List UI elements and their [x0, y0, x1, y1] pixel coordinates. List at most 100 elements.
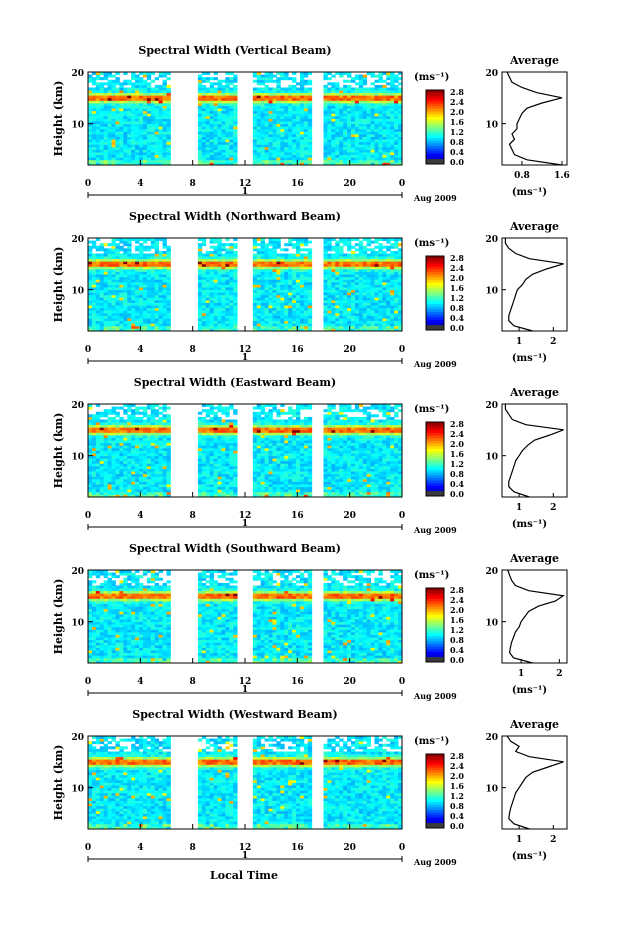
- heatmap-cell: [339, 137, 343, 140]
- heatmap-cell: [131, 264, 135, 267]
- heatmap-cell: [108, 471, 112, 474]
- heatmap-cell: [253, 108, 257, 111]
- heatmap-cell: [108, 137, 112, 140]
- heatmap-cell: [359, 277, 363, 280]
- heatmap-cell: [335, 287, 339, 290]
- heatmap-cell: [202, 160, 206, 163]
- heatmap-cell: [108, 297, 112, 300]
- heatmap-cell: [123, 279, 127, 282]
- heatmap-cell: [280, 111, 284, 114]
- heatmap-cell: [378, 285, 382, 288]
- heatmap-cell: [331, 116, 335, 119]
- heatmap-cell: [151, 108, 155, 111]
- heatmap-cell: [351, 256, 355, 259]
- heatmap-cell: [265, 292, 269, 295]
- heatmap-cell: [343, 279, 347, 282]
- heatmap-cell: [210, 261, 214, 264]
- heatmap-cell: [257, 285, 261, 288]
- heatmap-cell: [112, 264, 116, 267]
- heatmap-cell: [88, 417, 92, 420]
- heatmap-cell: [390, 269, 394, 272]
- heatmap-cell: [331, 246, 335, 249]
- heatmap-cell: [355, 305, 359, 308]
- heatmap-cell: [123, 100, 127, 103]
- heatmap-cell: [335, 95, 339, 98]
- heatmap-cell: [253, 155, 257, 158]
- heatmap-cell: [394, 326, 398, 329]
- heatmap-cell: [339, 326, 343, 329]
- heatmap-cell: [104, 282, 108, 285]
- heatmap-cell: [96, 116, 100, 119]
- heatmap-cell: [394, 134, 398, 137]
- heatmap-cell: [104, 137, 108, 140]
- heatmap-cell: [96, 119, 100, 122]
- colorbar-step: [426, 109, 444, 112]
- heatmap-cell: [139, 316, 143, 319]
- heatmap-cell: [324, 98, 328, 101]
- heatmap-cell: [386, 295, 390, 298]
- heatmap-cell: [284, 147, 288, 150]
- heatmap-cell: [198, 248, 202, 251]
- heatmap-cell: [210, 144, 214, 147]
- heatmap-cell: [135, 272, 139, 275]
- heatmap-cell: [155, 292, 159, 295]
- heatmap-cell: [147, 300, 151, 303]
- heatmap-cell: [292, 243, 296, 246]
- heatmap-cell: [351, 285, 355, 288]
- heatmap-cell: [292, 80, 296, 83]
- heatmap-cell: [343, 113, 347, 116]
- heatmap-cell: [339, 160, 343, 163]
- heatmap-cell: [143, 313, 147, 316]
- heatmap-cell: [284, 111, 288, 114]
- heatmap-cell: [119, 131, 123, 134]
- heatmap-cell: [218, 261, 222, 264]
- heatmap-cell: [324, 264, 328, 267]
- heatmap-cell: [115, 142, 119, 145]
- heatmap-cell: [253, 321, 257, 324]
- heatmap-cell: [300, 129, 304, 132]
- heatmap-cell: [159, 266, 163, 269]
- heatmap-cell: [135, 303, 139, 306]
- heatmap-cell: [304, 243, 308, 246]
- heatmap-cell: [375, 155, 379, 158]
- heatmap-cell: [359, 316, 363, 319]
- heatmap-cell: [115, 129, 119, 132]
- heatmap-cell: [382, 310, 386, 313]
- heatmap-cell: [375, 139, 379, 142]
- colorbar-step: [426, 159, 444, 162]
- heatmap-cell: [355, 295, 359, 298]
- heatmap-cell: [308, 126, 312, 129]
- heatmap-cell: [96, 147, 100, 150]
- heatmap-cell: [155, 272, 159, 275]
- heatmap-cell: [92, 303, 96, 306]
- heatmap-cell: [92, 466, 96, 469]
- colorbar-step: [426, 116, 444, 119]
- heatmap-cell: [214, 119, 218, 122]
- colorbar-step: [426, 127, 444, 130]
- heatmap-cell: [115, 420, 119, 423]
- heatmap-cell: [88, 248, 92, 251]
- heatmap-cell: [292, 126, 296, 129]
- heatmap-cell: [300, 297, 304, 300]
- heatmap-cell: [88, 476, 92, 479]
- heatmap-cell: [225, 121, 229, 124]
- heatmap-cell: [119, 316, 123, 319]
- heatmap-cell: [131, 287, 135, 290]
- heatmap-cell: [253, 256, 257, 259]
- heatmap-cell: [155, 316, 159, 319]
- heatmap-cell: [269, 274, 273, 277]
- heatmap-cell: [139, 90, 143, 93]
- heatmap-cell: [88, 147, 92, 150]
- heatmap-cell: [92, 305, 96, 308]
- heatmap-cell: [198, 285, 202, 288]
- colorbar-step: [426, 317, 444, 320]
- heatmap-cell: [300, 243, 304, 246]
- heatmap-cell: [308, 124, 312, 127]
- heatmap-cell: [131, 113, 135, 116]
- heatmap-cell: [206, 142, 210, 145]
- heatmap-cell: [324, 310, 328, 313]
- heatmap-cell: [206, 254, 210, 257]
- heatmap-cell: [378, 98, 382, 101]
- heatmap-cell: [382, 147, 386, 150]
- heatmap-cell: [351, 300, 355, 303]
